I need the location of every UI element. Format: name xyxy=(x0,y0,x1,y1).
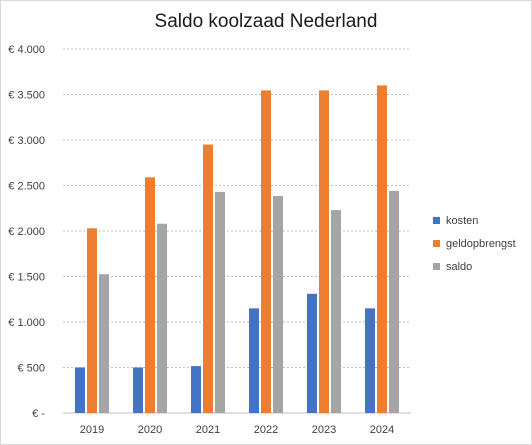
bar-saldo-2020 xyxy=(157,223,167,413)
bar-kosten-2019 xyxy=(75,367,85,413)
legend-swatch xyxy=(433,263,440,270)
legend-label: kosten xyxy=(446,214,479,227)
y-tick-label: € 3.500 xyxy=(8,90,45,102)
bar-geldopbrengst-2019 xyxy=(87,228,97,413)
legend-item-saldo: saldo xyxy=(433,255,516,278)
bar-saldo-2022 xyxy=(273,195,283,413)
bar-saldo-2024 xyxy=(389,190,399,413)
bar-kosten-2023 xyxy=(307,293,317,413)
legend-label: geldopbrengst xyxy=(446,237,516,250)
x-tick-label: 2019 xyxy=(80,424,104,436)
bar-kosten-2021 xyxy=(191,366,201,413)
bar-geldopbrengst-2021 xyxy=(203,144,213,414)
y-tick-label: € 1.000 xyxy=(8,317,45,329)
legend-item-geldopbrengst: geldopbrengst xyxy=(433,232,516,255)
y-tick-label: € 2.500 xyxy=(8,181,45,193)
y-tick-label: € - xyxy=(32,408,45,420)
legend-label: saldo xyxy=(446,260,473,273)
bar-saldo-2023 xyxy=(331,210,341,413)
x-tick-label: 2023 xyxy=(312,424,336,436)
y-tick-label: € 3.000 xyxy=(8,135,45,147)
x-tick-label: 2024 xyxy=(370,424,394,436)
x-tick-label: 2020 xyxy=(138,424,162,436)
bar-kosten-2022 xyxy=(249,308,259,413)
bar-kosten-2024 xyxy=(365,308,375,413)
legend: kosten geldopbrengst saldo xyxy=(433,209,516,278)
y-tick-label: € 1.500 xyxy=(8,272,45,284)
x-tick-label: 2022 xyxy=(254,424,278,436)
y-tick-label: € 4.000 xyxy=(8,44,45,56)
y-tick-label: € 500 xyxy=(17,363,45,375)
bar-geldopbrengst-2020 xyxy=(145,177,155,413)
bar-kosten-2020 xyxy=(133,367,143,413)
chart-title: Saldo koolzaad Nederland xyxy=(154,11,378,32)
bar-geldopbrengst-2024 xyxy=(377,85,387,414)
bar-geldopbrengst-2022 xyxy=(261,90,271,413)
legend-item-kosten: kosten xyxy=(433,209,516,232)
legend-swatch xyxy=(433,240,440,247)
bar-saldo-2021 xyxy=(215,191,225,413)
x-tick-label: 2021 xyxy=(196,424,220,436)
y-tick-label: € 2.000 xyxy=(8,226,45,238)
bar-saldo-2019 xyxy=(99,274,109,413)
bar-geldopbrengst-2023 xyxy=(319,90,329,413)
legend-swatch xyxy=(433,217,440,224)
